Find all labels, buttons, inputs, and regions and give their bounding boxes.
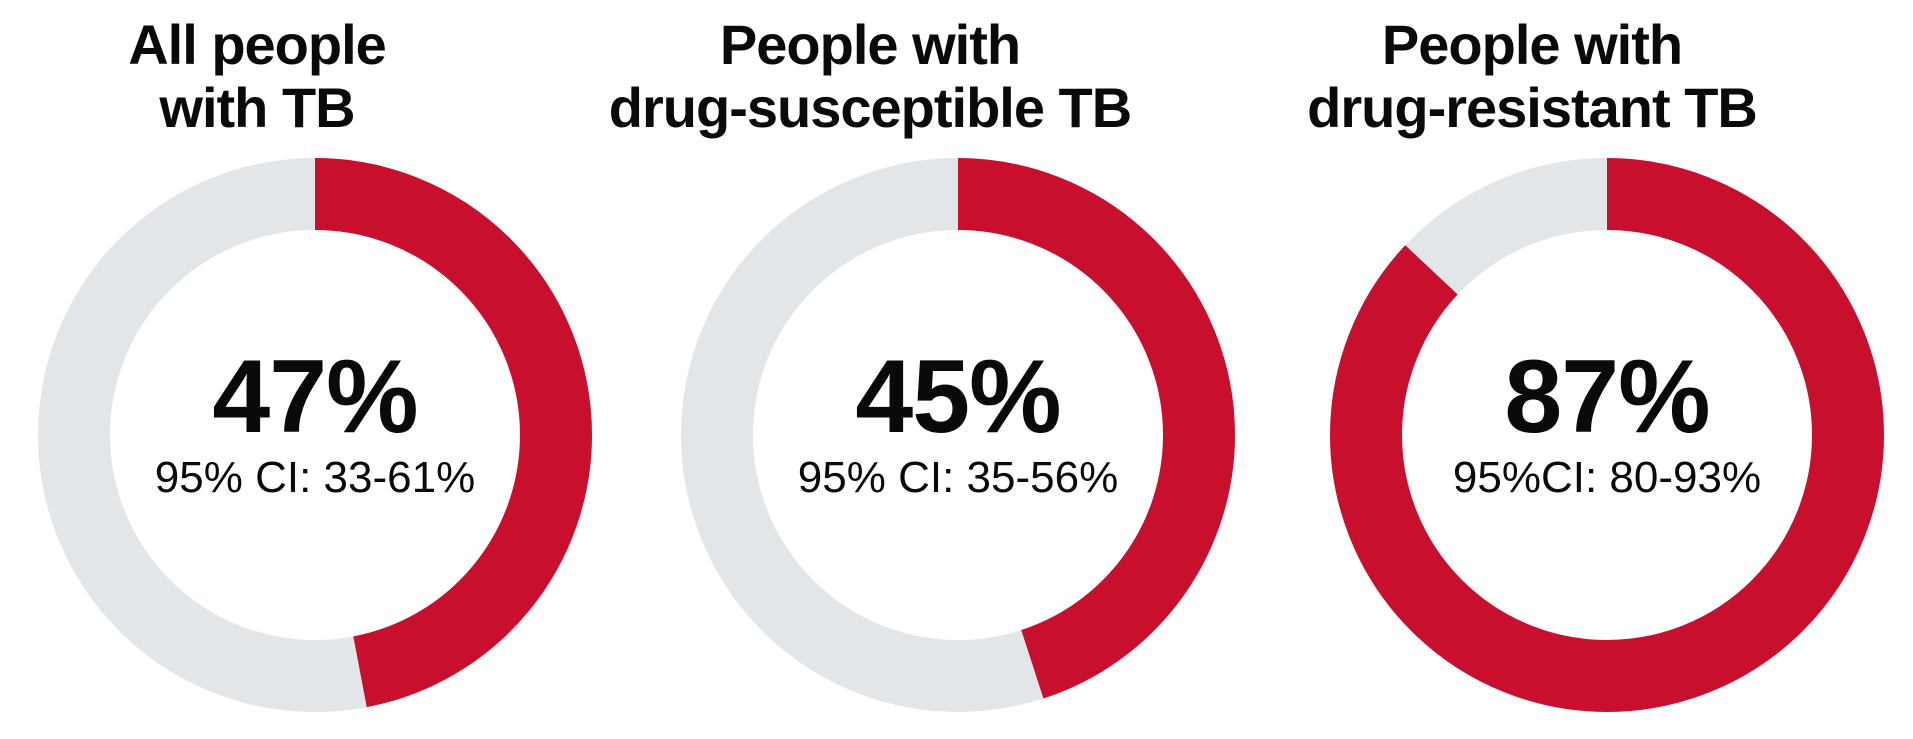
confidence-interval: 95%CI: 80-93% [1452, 453, 1762, 502]
confidence-interval: 95% CI: 33-61% [154, 453, 476, 502]
chart-title-line1: All people [128, 13, 387, 76]
chart-title-line2: drug-susceptible TB [608, 76, 1132, 139]
chart-title-line2: drug-resistant TB [1307, 76, 1758, 139]
value-percentage: 45% [855, 339, 1061, 455]
value-percentage: 47% [212, 339, 418, 455]
donut-center-label: 45% 95% CI: 35-56% [680, 345, 1236, 502]
donut-value-arc [1330, 158, 1884, 712]
donut-chart [38, 158, 592, 712]
value-percentage: 87% [1504, 339, 1710, 455]
chart-title: All people with TB [128, 13, 387, 139]
chart-title: People with drug-resistant TB [1307, 13, 1758, 139]
donut-center-label: 87% 95%CI: 80-93% [1329, 345, 1885, 502]
chart-title-line1: People with [719, 13, 1021, 76]
donut-value-arc [681, 158, 1235, 712]
chart-title: People with drug-susceptible TB [608, 13, 1132, 139]
chart-title-line1: People with [1381, 13, 1683, 76]
chart-title-line2: with TB [159, 76, 355, 139]
donut-chart [681, 158, 1235, 712]
donut-center-label: 47% 95% CI: 33-61% [37, 345, 593, 502]
donut-value-arc [38, 158, 592, 712]
confidence-interval: 95% CI: 35-56% [797, 453, 1119, 502]
donut-chart [1330, 158, 1884, 712]
